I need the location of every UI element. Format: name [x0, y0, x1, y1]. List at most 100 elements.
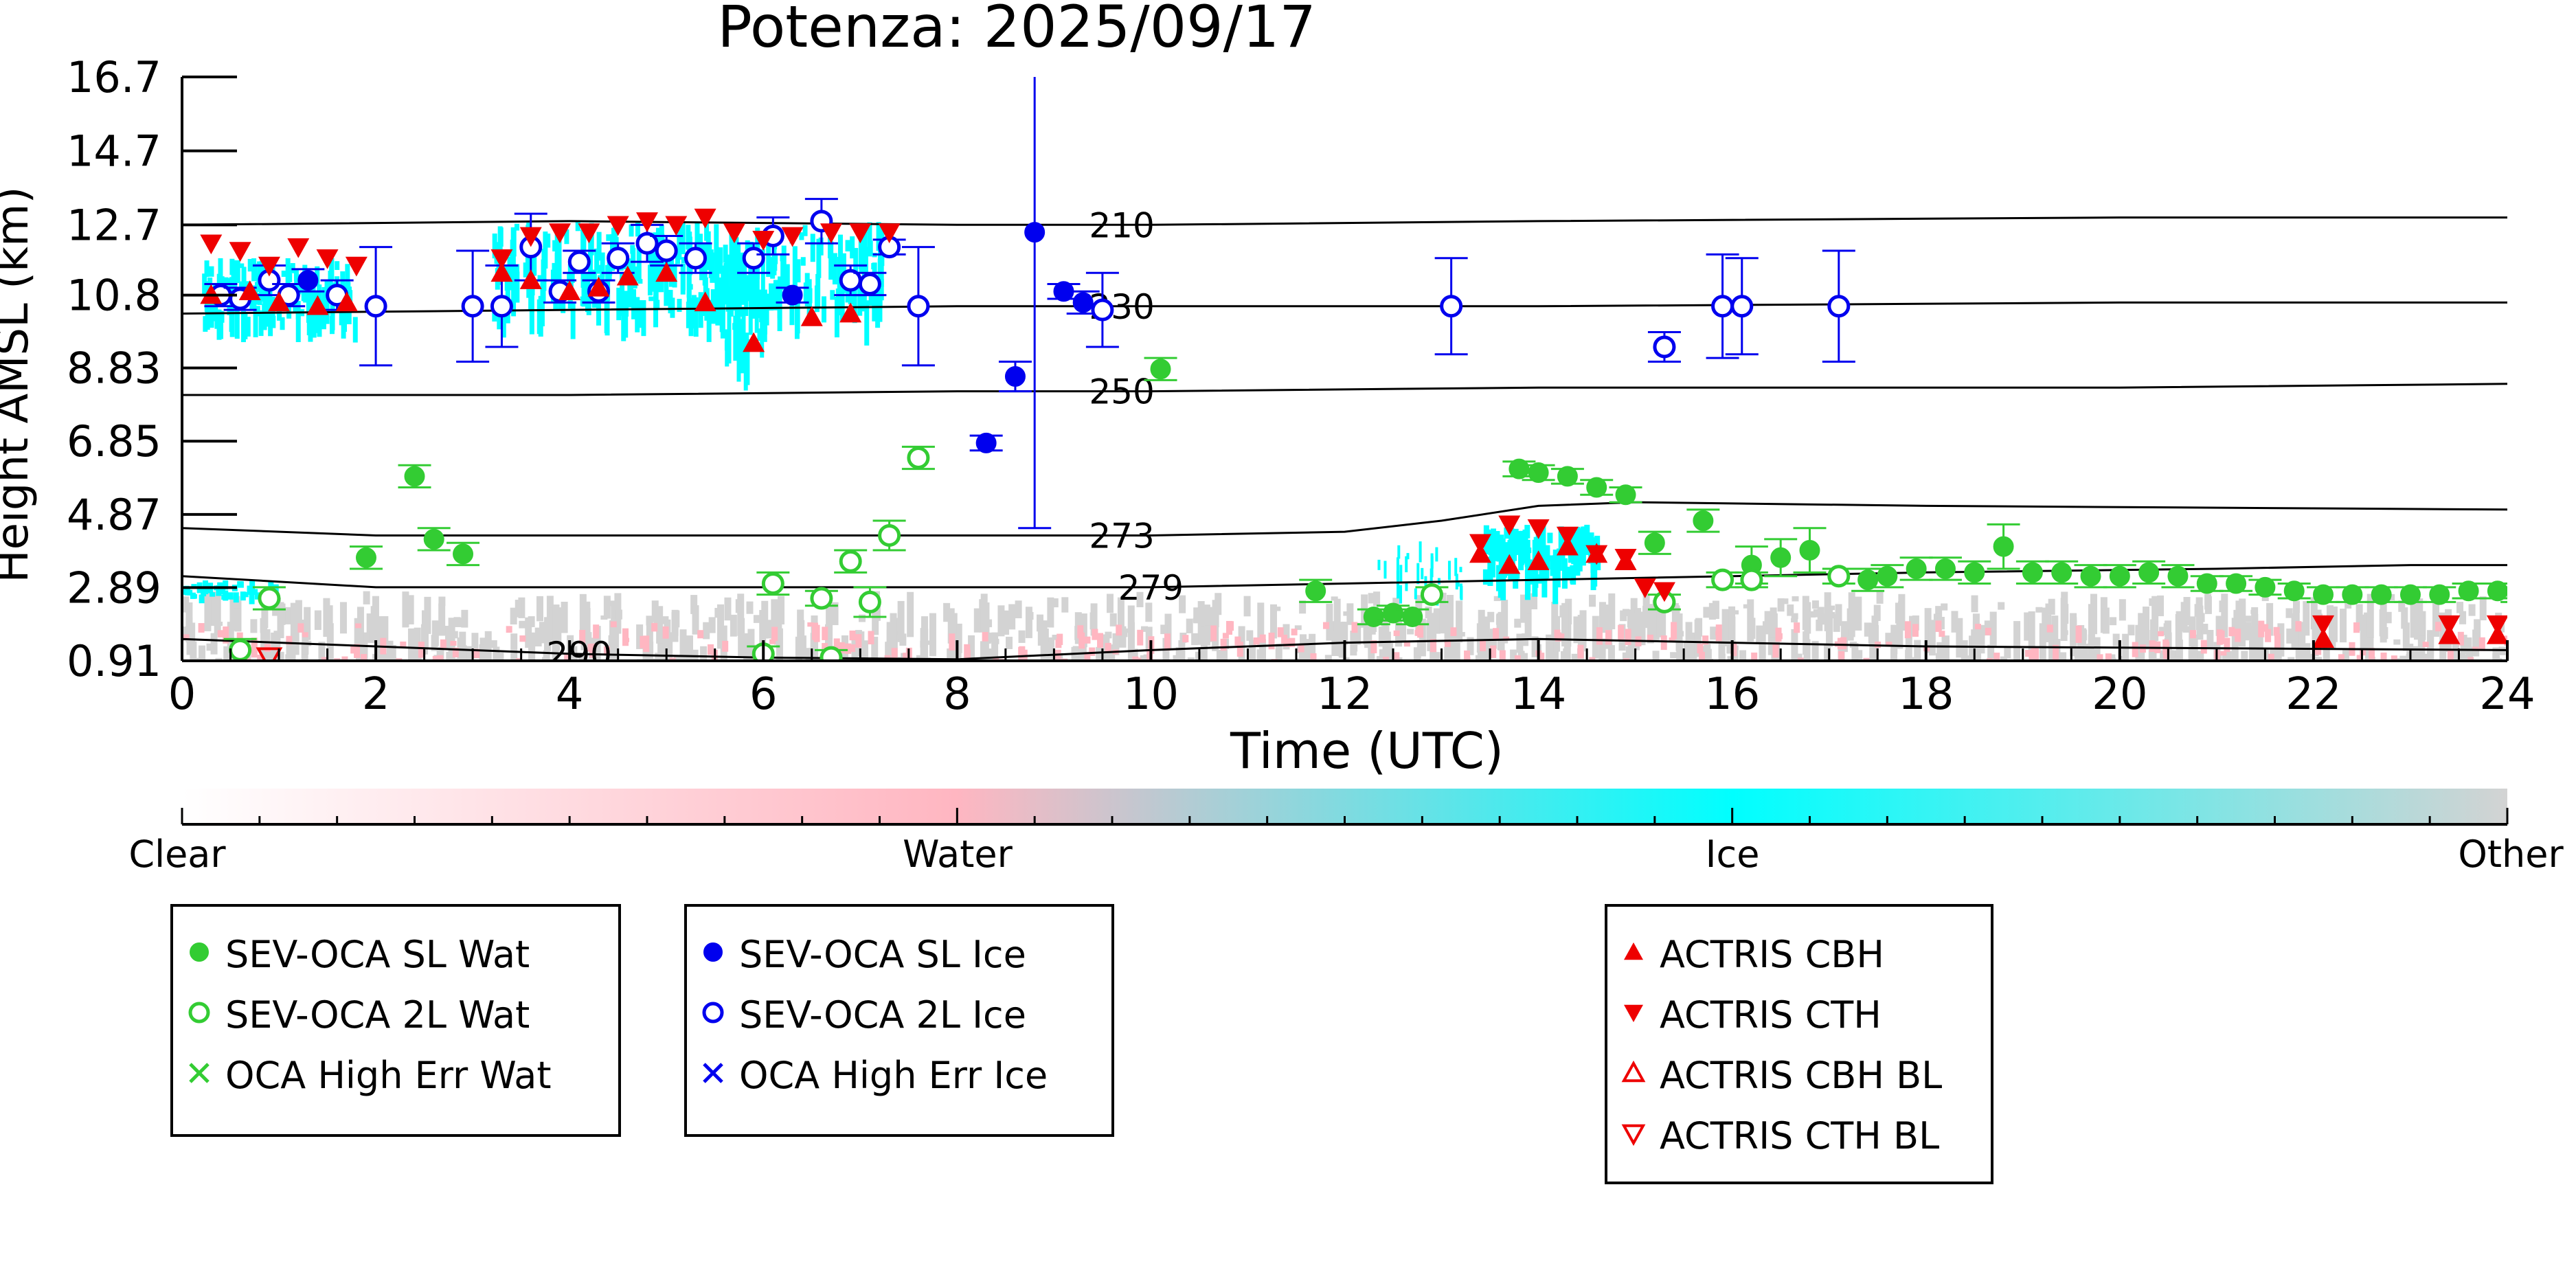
- data-point: [2487, 580, 2507, 602]
- class-pixel: [1191, 633, 1199, 646]
- class-pixel: [354, 618, 361, 659]
- contour-label-250: 250: [1089, 372, 1154, 412]
- class-pixel: [1544, 545, 1550, 569]
- class-pixel: [519, 620, 526, 629]
- class-pixel: [588, 225, 594, 256]
- data-point: [2167, 565, 2189, 587]
- class-pixel: [1498, 534, 1504, 557]
- class-pixel: [822, 643, 828, 652]
- class-pixel: [1863, 657, 1870, 661]
- class-pixel: [1563, 648, 1570, 661]
- data-point: [1653, 335, 1676, 359]
- class-pixel: [973, 608, 981, 633]
- data-point: [587, 276, 610, 297]
- class-pixel: [878, 242, 883, 284]
- class-pixel: [1577, 644, 1584, 659]
- class-pixel: [1592, 564, 1598, 587]
- class-pixel: [1840, 637, 1847, 650]
- class-pixel: [613, 237, 619, 253]
- class-pixel: [794, 299, 800, 339]
- class-pixel: [515, 600, 522, 618]
- class-pixel: [254, 282, 260, 292]
- class-pixel: [1119, 626, 1127, 648]
- class-pixel: [1727, 656, 1735, 661]
- class-pixel: [2108, 654, 2116, 661]
- class-pixel: [1676, 641, 1684, 661]
- class-pixel: [1351, 622, 1358, 633]
- class-pixel: [871, 636, 879, 661]
- data-point: [1693, 510, 1714, 531]
- legend-water: SEV-OCA SL Wat SEV-OCA 2L Wat OCA High Err…: [170, 904, 621, 1137]
- class-pixel: [1794, 622, 1800, 633]
- class-pixel: [1140, 655, 1147, 661]
- class-pixel: [1607, 645, 1615, 661]
- class-pixel: [631, 289, 637, 319]
- data-point: [1383, 602, 1404, 624]
- class-pixel: [1187, 657, 1195, 661]
- class-pixel: [759, 310, 764, 323]
- class-pixel: [264, 294, 270, 321]
- class-pixel: [1346, 603, 1354, 625]
- class-pixel: [1702, 646, 1709, 657]
- class-pixel: [1811, 600, 1819, 609]
- class-pixel: [1873, 605, 1881, 621]
- class-pixel: [821, 296, 826, 323]
- class-pixel: [855, 644, 863, 656]
- class-pixel: [199, 645, 206, 661]
- class-pixel: [1435, 547, 1438, 562]
- class-pixel: [2028, 611, 2035, 654]
- class-pixel: [1106, 594, 1114, 613]
- class-pixel: [903, 653, 909, 661]
- class-pixel: [2220, 651, 2227, 656]
- legend-actris-box: [1605, 904, 1993, 1184]
- class-pixel: [2323, 646, 2330, 661]
- class-pixel: [2472, 646, 2479, 651]
- class-pixel: [1536, 534, 1542, 547]
- class-pixel: [2031, 647, 2037, 661]
- class-pixel: [223, 626, 229, 644]
- class-pixel: [1580, 526, 1586, 543]
- class-pixel: [1577, 615, 1585, 620]
- class-pixel: [2398, 600, 2406, 612]
- class-pixel: [227, 592, 234, 600]
- class-pixel: [2384, 611, 2392, 624]
- class-pixel: [1543, 547, 1549, 554]
- class-pixel: [381, 615, 389, 646]
- class-pixel: [361, 642, 368, 661]
- contour-label-290: 290: [547, 635, 612, 675]
- class-pixel: [704, 302, 710, 321]
- class-pixel: [1136, 591, 1144, 607]
- class-pixel: [611, 602, 618, 620]
- data-point: [461, 295, 484, 318]
- class-pixel: [1331, 635, 1339, 657]
- class-pixel: [1259, 634, 1266, 643]
- x-tick-label: 2: [362, 669, 390, 720]
- class-pixel: [2366, 594, 2374, 638]
- legend-entry: SEV-OCA SL Wat: [190, 933, 530, 976]
- class-pixel: [1310, 653, 1317, 661]
- class-pixel: [1337, 622, 1345, 657]
- class-pixel: [1487, 611, 1495, 622]
- class-pixel: [2326, 605, 2334, 617]
- class-pixel: [868, 631, 874, 645]
- class-pixel: [182, 596, 190, 613]
- data-point: [1024, 222, 1046, 243]
- class-pixel: [564, 654, 571, 661]
- class-pixel: [1622, 609, 1629, 617]
- class-pixel: [556, 237, 562, 280]
- class-pixel: [1383, 657, 1390, 661]
- class-pixel: [651, 245, 657, 280]
- data-point: [655, 262, 678, 282]
- class-pixel: [1090, 603, 1098, 636]
- data-point: [1964, 562, 1985, 583]
- class-pixel: [857, 282, 863, 316]
- class-pixel: [700, 646, 708, 661]
- class-pixel: [510, 229, 516, 242]
- class-pixel: [1392, 598, 1400, 607]
- class-pixel: [1488, 530, 1494, 556]
- class-pixel: [603, 646, 610, 655]
- class-pixel: [1941, 636, 1949, 661]
- class-pixel: [204, 592, 212, 631]
- class-pixel: [205, 310, 210, 330]
- class-pixel: [730, 614, 737, 637]
